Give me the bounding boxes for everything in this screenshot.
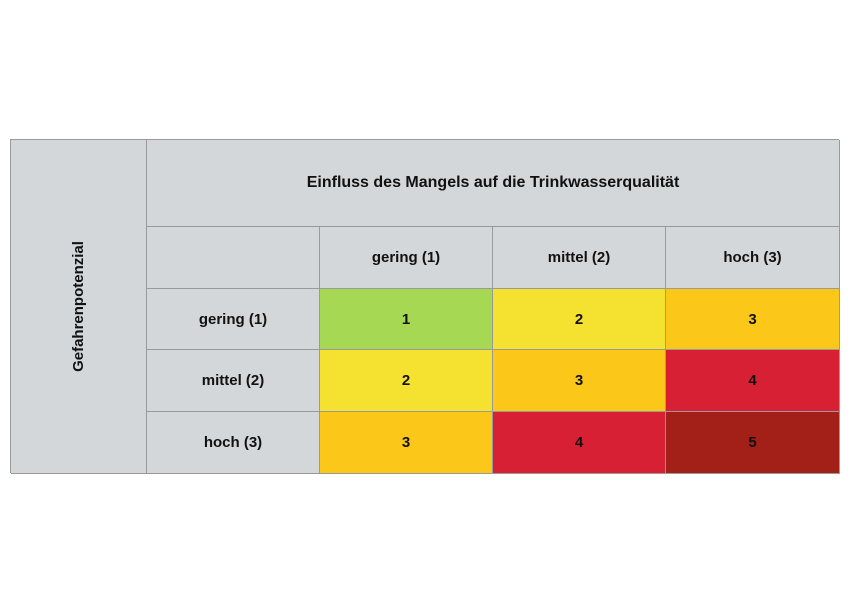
matrix-cell: 3 (320, 412, 493, 474)
column-header: hoch (3) (666, 227, 840, 289)
matrix-cell: 5 (666, 412, 840, 474)
matrix-cell: 2 (493, 289, 666, 350)
risk-matrix: Gefahrenpotenzial Einfluss des Mangels a… (10, 139, 840, 474)
corner-cell (147, 227, 320, 289)
column-header: gering (1) (320, 227, 493, 289)
row-header: gering (1) (147, 289, 320, 350)
x-axis-header: Einfluss des Mangels auf die Trinkwasser… (147, 140, 840, 227)
y-axis-label: Gefahrenpotenzial (69, 241, 87, 372)
matrix-cell: 4 (666, 350, 840, 412)
column-header: mittel (2) (493, 227, 666, 289)
matrix-cell: 2 (320, 350, 493, 412)
matrix-cell: 4 (493, 412, 666, 474)
row-header: mittel (2) (147, 350, 320, 412)
row-header: hoch (3) (147, 412, 320, 474)
matrix-cell: 1 (320, 289, 493, 350)
matrix-cell: 3 (666, 289, 840, 350)
y-axis-header: Gefahrenpotenzial (11, 140, 147, 474)
matrix-cell: 3 (493, 350, 666, 412)
